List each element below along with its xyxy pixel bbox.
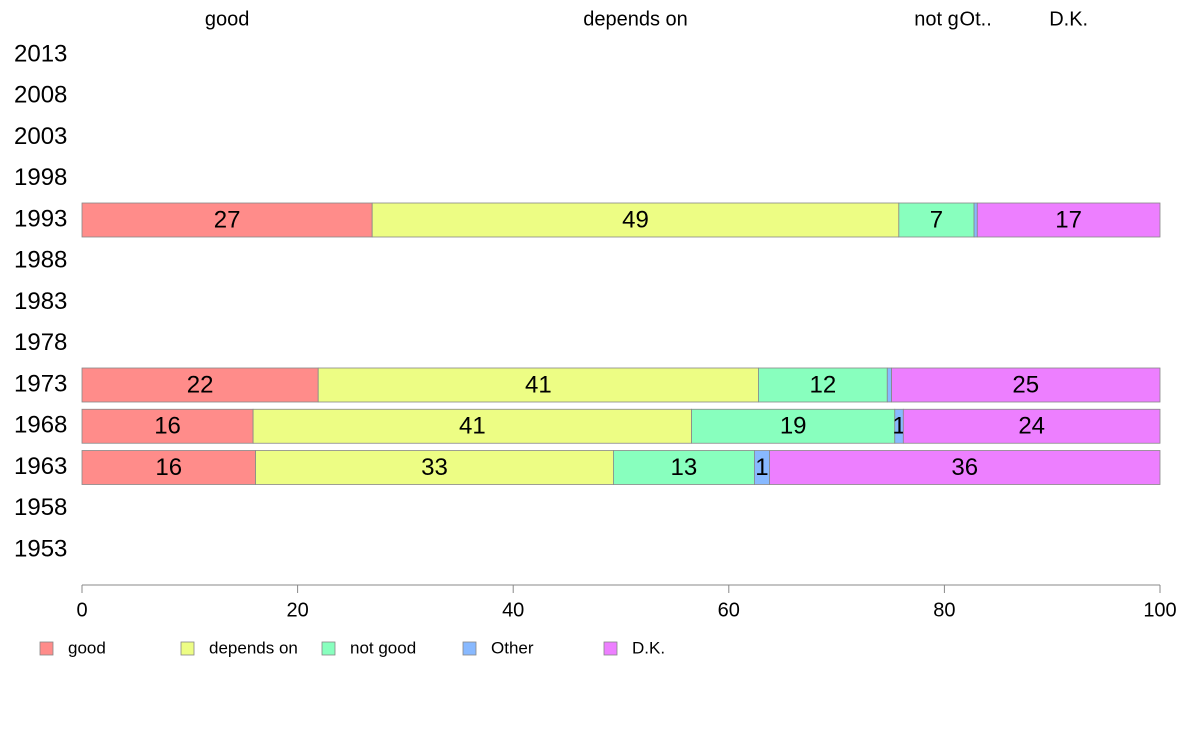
x-tick-label: 20 [286, 599, 308, 621]
data-label: 1 [755, 454, 768, 481]
legend-item-dk: D.K. [603, 638, 665, 657]
data-label: 25 [1012, 371, 1039, 398]
y-tick-label: 2013 [14, 40, 67, 67]
bar-segment-dk [891, 367, 1161, 403]
data-label: 24 [1018, 413, 1045, 440]
bar-segment-depends_on [371, 202, 900, 238]
legend: good depends on not good Other D.K. [39, 638, 665, 657]
bar-row-1993: 27 49 7 17 [81, 202, 1161, 238]
top-label: Ot.. [960, 8, 992, 30]
legend-swatch [603, 641, 618, 656]
legend-swatch [321, 641, 336, 656]
top-label: not g [914, 8, 958, 30]
y-tick-label: 2003 [14, 123, 67, 150]
x-tick-label: 80 [933, 599, 955, 621]
data-label: 49 [622, 206, 649, 233]
data-label: 1 [892, 413, 905, 440]
x-axis: 0 20 40 60 80 100 [76, 584, 1177, 621]
data-label: 41 [459, 413, 486, 440]
bar-segment-good [81, 367, 319, 403]
y-tick-label: 1998 [14, 164, 67, 191]
x-tick-label: 60 [718, 599, 740, 621]
y-tick-label: 1963 [14, 453, 67, 480]
bar-segment-not_good [758, 367, 888, 403]
data-label: 27 [214, 206, 241, 233]
bar-segment-good [81, 202, 373, 238]
x-tick-label: 100 [1143, 599, 1176, 621]
y-tick-label: 1983 [14, 288, 67, 315]
y-tick-label: 1958 [14, 494, 67, 521]
legend-item-not_good: not good [321, 638, 416, 657]
y-tick-label: 1988 [14, 247, 67, 274]
data-label: 16 [154, 413, 181, 440]
bar-segment-good [81, 450, 256, 485]
y-axis-tick-labels: 2013 2008 2003 1998 1993 1988 1983 1978 1973 1968… [14, 40, 67, 562]
legend-swatch [462, 641, 477, 656]
data-label: 33 [421, 454, 448, 481]
bar-row-1963: 16 33 13 1 36 [81, 450, 1161, 485]
bar-row-1973: 22 41 12 25 [81, 367, 1161, 403]
top-label: depends on [583, 8, 688, 30]
legend-label: Other [491, 638, 534, 657]
legend-item-good: good [39, 638, 106, 657]
y-tick-label: 1993 [14, 205, 67, 232]
legend-label: depends on [209, 638, 298, 657]
data-label: 7 [930, 206, 943, 233]
y-tick-label: 2008 [14, 82, 67, 109]
legend-label: not good [350, 638, 416, 657]
x-tick-label: 0 [76, 599, 87, 621]
data-label: 41 [525, 371, 552, 398]
top-label: good [205, 8, 250, 30]
data-label: 19 [780, 413, 807, 440]
legend-swatch [180, 641, 195, 656]
bar-segment-good [81, 408, 254, 444]
y-tick-label: 1973 [14, 370, 67, 397]
data-label: 36 [951, 454, 978, 481]
y-tick-label: 1953 [14, 535, 67, 562]
legend-swatch [39, 641, 54, 656]
x-tick-label: 40 [502, 599, 524, 621]
bar-segment-dk [976, 202, 1161, 238]
legend-item-depends_on: depends on [180, 638, 298, 657]
bar-segment-depends_on [252, 408, 692, 444]
bar-segment-not_good [898, 202, 975, 238]
data-label: 17 [1055, 206, 1082, 233]
top-category-labels: good depends on not g Ot.. D.K. [205, 8, 1088, 30]
data-label: 22 [187, 371, 214, 398]
bar-segment-other [973, 202, 978, 238]
bar-segment-depends_on [317, 367, 759, 403]
legend-label: good [68, 638, 106, 657]
top-label: D.K. [1049, 8, 1088, 30]
bars: 27 49 7 17 22 41 12 25 16 41 19 1 24 16 33 13 1 36 [81, 202, 1161, 485]
bar-segment-not_good [613, 450, 755, 485]
y-tick-label: 1968 [14, 412, 67, 439]
data-label: 12 [810, 371, 837, 398]
bar-segment-dk [902, 408, 1161, 444]
bar-segment-depends_on [255, 450, 614, 485]
y-tick-label: 1978 [14, 329, 67, 356]
bar-segment-dk [769, 450, 1161, 485]
data-label: 13 [671, 454, 698, 481]
bar-row-1968: 16 41 19 1 24 [81, 408, 1161, 444]
bar-segment-other [886, 367, 892, 403]
legend-label: D.K. [632, 638, 665, 657]
data-label: 16 [155, 454, 182, 481]
legend-item-other: Other [462, 638, 534, 657]
